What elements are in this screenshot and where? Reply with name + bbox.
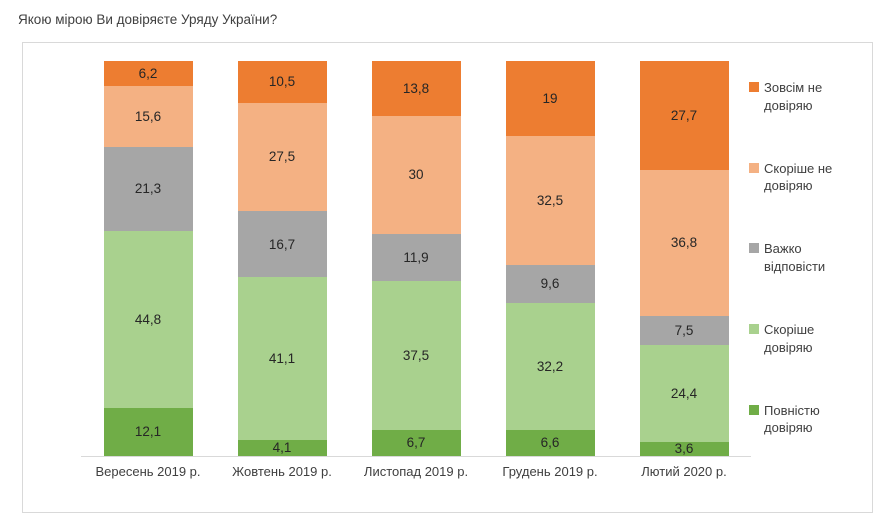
segment-value-label: 30 — [408, 167, 424, 183]
bar-segment: 16,7 — [237, 211, 327, 278]
bar-segment: 6,6 — [505, 429, 595, 456]
bar-segment: 15,6 — [103, 85, 193, 148]
bar-segment: 19 — [505, 61, 595, 137]
bar-segment: 7,5 — [639, 315, 729, 346]
legend-swatch-icon — [749, 82, 759, 92]
segment-value-label: 6,7 — [406, 435, 426, 450]
bar-segment: 13,8 — [371, 61, 461, 116]
segment-value-label: 16,7 — [268, 236, 296, 252]
segment-value-label: 3,6 — [674, 441, 694, 457]
bar-segment: 41,1 — [237, 277, 327, 440]
x-axis-labels: Вересень 2019 р. Жовтень 2019 р. Листопад … — [81, 464, 751, 479]
x-axis-label: Жовтень 2019 р. — [232, 464, 332, 479]
bar-segment: 11,9 — [371, 234, 461, 282]
bar-segment: 10,5 — [237, 61, 327, 103]
x-axis-label: Листопад 2019 р. — [363, 464, 469, 479]
x-axis-label: Грудень 2019 р. — [502, 464, 598, 479]
segment-value-label: 41,1 — [268, 350, 296, 366]
segment-value-label: 11,9 — [403, 249, 429, 265]
legend-swatch-icon — [749, 324, 759, 335]
x-axis-line — [81, 456, 751, 457]
legend-label: Скоріше довіряю — [764, 322, 815, 355]
segment-value-label: 44,8 — [134, 311, 162, 327]
legend-swatch-icon — [749, 404, 759, 415]
segment-value-label: 37,5 — [402, 347, 430, 363]
bar-segment: 3,6 — [639, 441, 729, 457]
segment-value-label: 13,8 — [402, 80, 430, 96]
bar-segment: 44,8 — [103, 231, 193, 409]
segment-value-label: 15,6 — [134, 108, 162, 124]
segment-value-label: 19 — [542, 90, 558, 106]
bar-column: 10,5 27,5 16,7 41,1 4,1 — [215, 61, 349, 456]
legend-label: Скоріше не довіряю — [764, 160, 833, 194]
bar-column: 13,8 30 11,9 37,5 6,7 — [349, 61, 483, 456]
segment-value-label: 32,5 — [536, 192, 564, 208]
segment-value-label: 4,1 — [272, 440, 292, 456]
legend-label: Повністю довіряю — [764, 402, 820, 436]
segment-value-label: 7,5 — [674, 322, 694, 338]
segment-value-label: 21,3 — [134, 181, 162, 197]
segment-value-label: 6,6 — [540, 435, 560, 451]
legend-item: Скоріше довіряю — [749, 321, 859, 356]
segment-value-label: 27,5 — [268, 149, 296, 165]
legend-item: Повністю довіряю — [749, 402, 859, 437]
bar-segment: 27,7 — [639, 61, 729, 171]
bar-segment: 24,4 — [639, 345, 729, 442]
legend-swatch-icon — [749, 243, 759, 254]
legend-item: Важко відповісти — [749, 240, 859, 275]
bar-segment: 32,2 — [505, 302, 595, 430]
legend-item: Скоріше не довіряю — [749, 160, 859, 195]
segment-value-label: 6,2 — [138, 65, 158, 81]
segment-value-label: 24,4 — [670, 385, 698, 401]
bar-segment: 32,5 — [505, 136, 595, 265]
segment-value-label: 36,8 — [670, 235, 698, 251]
segment-value-label: 10,5 — [268, 74, 296, 90]
chart-frame: 6,2 15,6 21,3 44,8 12,1 10,5 27,5 16,7 41,1 4,1 13… — [22, 42, 873, 513]
bar-column: 27,7 36,8 7,5 24,4 3,6 — [617, 61, 751, 456]
chart-title: Якою мірою Ви довіряєте Уряду України? — [18, 12, 278, 27]
x-axis-label: Лютий 2020 р. — [641, 464, 727, 479]
segment-value-label: 9,6 — [540, 275, 560, 291]
chart-legend: Зовсім не довіряю Скоріше не довіряю Важко… — [749, 79, 859, 437]
bar-segment: 6,2 — [103, 61, 193, 86]
bar-segment: 4,1 — [237, 439, 327, 456]
bar-segment: 21,3 — [103, 147, 193, 232]
bar-segment: 6,7 — [371, 429, 461, 456]
bar-segment: 12,1 — [103, 408, 193, 456]
bar-segment: 9,6 — [505, 264, 595, 303]
segment-value-label: 32,2 — [536, 358, 564, 374]
bar-segment: 37,5 — [371, 281, 461, 430]
bar-segment: 27,5 — [237, 102, 327, 212]
x-axis-label: Вересень 2019 р. — [95, 464, 201, 479]
legend-item: Зовсім не довіряю — [749, 79, 859, 114]
segment-value-label: 27,7 — [670, 107, 698, 123]
bars-area: 6,2 15,6 21,3 44,8 12,1 10,5 27,5 16,7 41,1 4,1 13… — [81, 61, 751, 456]
legend-swatch-icon — [749, 162, 759, 173]
segment-value-label: 12,1 — [134, 424, 162, 440]
legend-label: Зовсім не довіряю — [764, 80, 823, 113]
bar-column: 6,2 15,6 21,3 44,8 12,1 — [81, 61, 215, 456]
bar-column: 19 32,5 9,6 32,2 6,6 — [483, 61, 617, 456]
bar-segment: 30 — [371, 115, 461, 235]
bar-segment: 36,8 — [639, 170, 729, 316]
legend-label: Важко відповісти — [764, 241, 826, 274]
